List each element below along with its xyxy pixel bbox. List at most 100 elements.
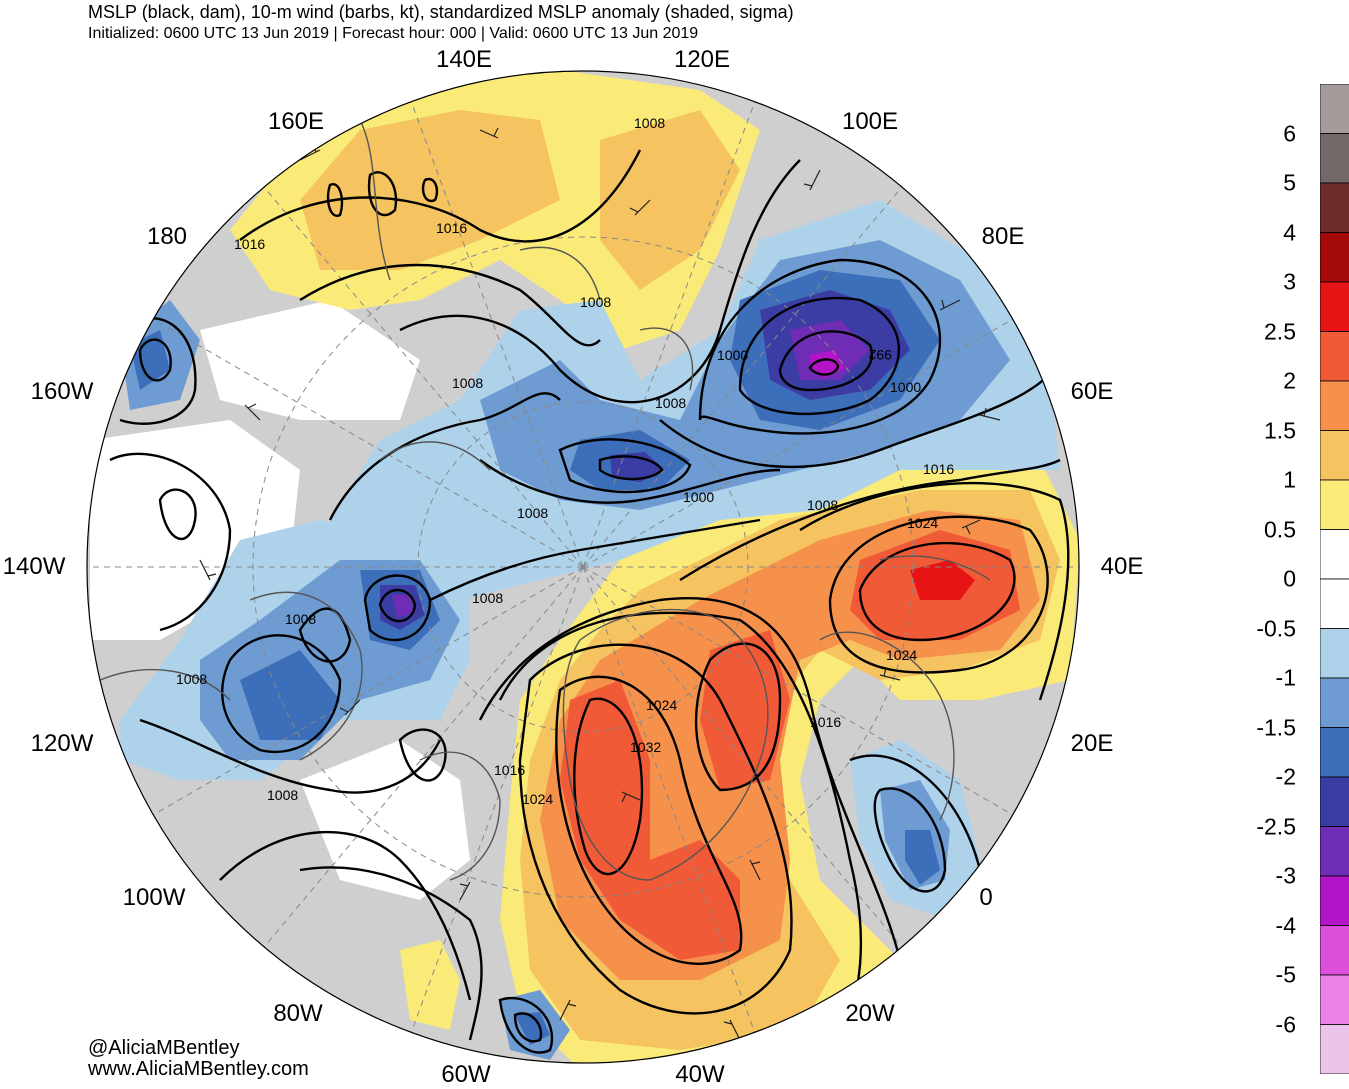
colorbar-segment bbox=[1320, 628, 1349, 679]
contour-label: 1024 bbox=[522, 791, 553, 807]
lon-label-180: 180 bbox=[146, 223, 188, 250]
lon-label-80e: 80E bbox=[981, 223, 1025, 250]
contour-label: 1016 bbox=[234, 236, 265, 252]
lon-label-160w: 160W bbox=[30, 378, 94, 405]
contour-label-group: 1008 1016 1016 1008 1000 992 1000 1008 1… bbox=[176, 115, 954, 807]
colorbar-segment bbox=[1320, 925, 1349, 976]
colorbar-segment bbox=[1320, 133, 1349, 184]
contour-label: 1008 bbox=[580, 294, 611, 310]
lon-label-100w: 100W bbox=[122, 884, 186, 911]
contour-label: 1000 bbox=[717, 347, 748, 363]
colorbar-tick-label: -1.5 bbox=[1256, 714, 1296, 740]
colorbar-tick-label: 4 bbox=[1283, 219, 1296, 245]
colorbar-segment bbox=[1320, 281, 1349, 332]
positive-anomaly-siberia bbox=[600, 110, 740, 290]
colorbar-tick-label: -0.5 bbox=[1256, 615, 1296, 641]
colorbar-tick-label: 0 bbox=[1283, 565, 1296, 592]
colorbar-segment bbox=[1320, 826, 1349, 877]
negative-anomaly-canada bbox=[240, 650, 340, 740]
colorbar-segment bbox=[1320, 182, 1349, 233]
author-handle: @AliciaMBentley bbox=[88, 1037, 240, 1059]
colorbar-segment bbox=[1320, 232, 1349, 283]
negative-anomaly-arctic bbox=[610, 452, 665, 482]
colorbar-segment bbox=[1320, 875, 1349, 926]
colorbar-tick-label: 6 bbox=[1283, 120, 1296, 146]
positive-anomaly-siberia bbox=[300, 110, 560, 270]
lon-label-160e: 160E bbox=[267, 108, 325, 135]
lon-label-120e: 120E bbox=[673, 46, 731, 73]
contour-label: 1008 bbox=[176, 671, 207, 687]
colorbar-segment bbox=[1320, 578, 1349, 629]
colorbar-tick-label: -2 bbox=[1275, 763, 1296, 790]
colorbar-tick-label: -5 bbox=[1275, 961, 1296, 988]
contour-label: 992 bbox=[868, 347, 892, 363]
contour-label: 1016 bbox=[923, 461, 954, 477]
colorbar-tick-label: 3 bbox=[1283, 268, 1296, 295]
colorbar-segment bbox=[1320, 479, 1349, 530]
lon-label-20w: 20W bbox=[845, 1000, 895, 1027]
lon-label-120w: 120W bbox=[30, 730, 94, 757]
chart-subtitle: Initialized: 0600 UTC 13 Jun 2019 | Fore… bbox=[88, 25, 699, 42]
contour-label: 1008 bbox=[285, 611, 316, 627]
lon-label-40e: 40E bbox=[1100, 553, 1144, 580]
colorbar-segment bbox=[1320, 84, 1349, 134]
contour-label: 1016 bbox=[494, 762, 525, 778]
colorbar-segment bbox=[1320, 776, 1349, 827]
neutral-region bbox=[200, 300, 420, 420]
polar-map: 1008 1016 1016 1008 1000 992 1000 1008 1… bbox=[86, 70, 1080, 1064]
colorbar-segment bbox=[1320, 331, 1349, 382]
colorbar-tick-label: -3 bbox=[1275, 862, 1296, 889]
negative-anomaly-scandinavia bbox=[905, 830, 940, 885]
colorbar-tick-label: -1 bbox=[1275, 664, 1296, 691]
colorbar-tick-label: 1.5 bbox=[1264, 417, 1296, 443]
author-website: www.AliciaMBentley.com bbox=[88, 1058, 309, 1080]
colorbar-segment bbox=[1320, 529, 1349, 580]
contour-label: 1000 bbox=[683, 489, 714, 505]
isobars bbox=[109, 149, 1070, 1054]
contour-label: 1016 bbox=[436, 220, 467, 236]
contour-label: 1000 bbox=[890, 379, 921, 395]
colorbar-tick-label: -2.5 bbox=[1256, 813, 1296, 839]
contour-label: 1008 bbox=[655, 395, 686, 411]
contour-label: 1024 bbox=[886, 647, 917, 663]
colorbar-tick-label: 2 bbox=[1283, 367, 1296, 394]
colorbar-tick-label: -6 bbox=[1275, 1011, 1296, 1037]
contour-label: 1008 bbox=[634, 115, 665, 131]
lon-label-80w: 80W bbox=[273, 1000, 323, 1027]
colorbar-segment bbox=[1320, 727, 1349, 778]
lon-label-60w: 60W bbox=[441, 1061, 491, 1088]
contour-label: 1008 bbox=[807, 497, 838, 513]
negative-anomaly-canada bbox=[392, 595, 414, 618]
lon-label-100e: 100E bbox=[841, 108, 899, 135]
colorbar-segment bbox=[1320, 430, 1349, 481]
positive-anomaly-europe bbox=[910, 560, 975, 600]
contour-label: 1008 bbox=[517, 505, 548, 521]
lon-label-40w: 40W bbox=[675, 1061, 725, 1088]
contour-label: 1024 bbox=[646, 697, 677, 713]
contour-label: 1016 bbox=[810, 714, 841, 730]
contour-label: 1008 bbox=[267, 787, 298, 803]
chart-title: MSLP (black, dam), 10-m wind (barbs, kt)… bbox=[88, 2, 794, 22]
lon-label-20e: 20E bbox=[1070, 730, 1114, 757]
positive-anomaly-canada bbox=[400, 940, 460, 1030]
lon-label-140w: 140W bbox=[2, 553, 66, 580]
colorbar-tick-label: 2.5 bbox=[1264, 318, 1296, 344]
lon-label-0: 0 bbox=[979, 884, 993, 911]
colorbar bbox=[1320, 84, 1349, 1074]
colorbar-segment bbox=[1320, 974, 1349, 1025]
graticule bbox=[87, 100, 1079, 1034]
lon-label-140e: 140E bbox=[435, 46, 493, 73]
colorbar-segment bbox=[1320, 1024, 1349, 1074]
map-border bbox=[86, 70, 1080, 1064]
contour-label: 1024 bbox=[907, 515, 938, 531]
colorbar-tick-label: -4 bbox=[1275, 912, 1296, 938]
coastlines bbox=[99, 119, 991, 881]
contour-label: 1008 bbox=[472, 590, 503, 606]
colorbar-tick-label: 1 bbox=[1283, 466, 1296, 493]
colorbar-tick-label: 0.5 bbox=[1264, 516, 1296, 542]
contour-label: 1032 bbox=[630, 739, 661, 755]
positive-anomaly-europe bbox=[700, 630, 790, 790]
colorbar-tick-label: 5 bbox=[1283, 169, 1296, 196]
lon-label-60e: 60E bbox=[1070, 378, 1114, 405]
wind-barbs bbox=[199, 127, 1001, 1041]
